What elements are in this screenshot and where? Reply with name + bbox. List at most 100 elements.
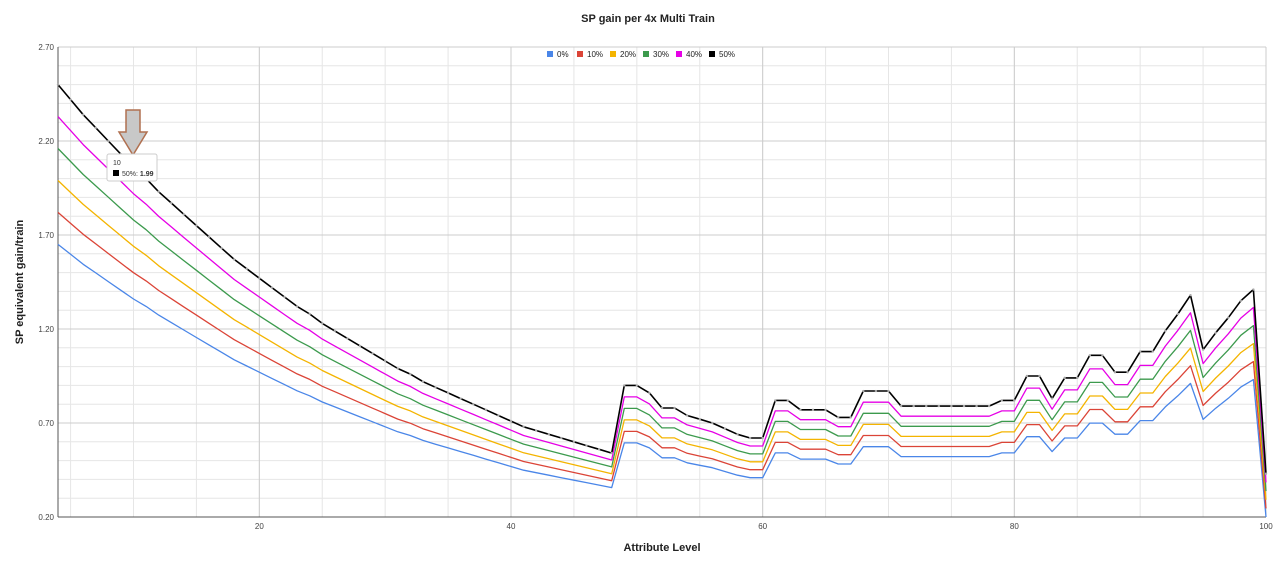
tooltip-box <box>106 153 158 182</box>
data-point <box>1138 350 1142 353</box>
data-point <box>962 404 966 408</box>
data-point <box>56 83 60 86</box>
data-point <box>560 436 563 440</box>
legend-swatch <box>643 51 649 57</box>
x-tick-label: 60 <box>758 522 767 531</box>
data-point <box>522 425 525 428</box>
data-point <box>157 190 160 193</box>
annotation <box>117 109 149 157</box>
legend-swatch <box>577 51 583 57</box>
legend[interactable]: 0% 10% 20% 30% 40% 50% <box>547 50 735 59</box>
legend-swatch <box>709 51 715 57</box>
data-point <box>685 414 689 417</box>
tooltip-value: 1.99 <box>140 171 154 178</box>
data-point <box>648 391 651 395</box>
legend-label: 0% <box>557 50 569 59</box>
data-point <box>1126 371 1129 374</box>
data-point <box>1214 331 1217 334</box>
data-point <box>270 286 274 289</box>
data-point <box>547 433 550 436</box>
legend-label: 20% <box>620 50 636 59</box>
data-point <box>220 246 223 250</box>
data-point <box>258 277 261 280</box>
data-point <box>585 444 588 447</box>
data-point <box>811 408 815 412</box>
data-point <box>862 389 865 393</box>
series-line-10pct <box>57 211 1267 509</box>
data-point <box>358 344 362 348</box>
data-point <box>472 403 475 406</box>
legend-label: 50% <box>719 50 735 59</box>
data-point <box>1025 374 1029 378</box>
data-point <box>1076 376 1079 380</box>
data-point <box>69 98 72 101</box>
legend-swatch <box>610 51 616 57</box>
data-point <box>925 404 928 408</box>
data-point <box>321 322 324 325</box>
legend-swatch <box>676 51 682 57</box>
x-tick-label: 40 <box>507 522 516 531</box>
data-point <box>1088 354 1092 357</box>
data-point <box>484 408 488 412</box>
data-point <box>1176 312 1180 316</box>
data-point <box>1050 397 1054 400</box>
y-tick-label: 2.70 <box>38 43 54 52</box>
data-point <box>1113 371 1117 374</box>
data-point <box>434 386 437 389</box>
x-tick-label: 80 <box>1010 522 1019 531</box>
series-line-40pct <box>57 116 1267 483</box>
data-point <box>610 451 613 455</box>
data-point <box>459 397 462 400</box>
data-point <box>950 404 953 408</box>
tooltip-swatch <box>113 170 119 176</box>
data-point <box>245 267 248 271</box>
data-point <box>975 404 978 408</box>
data-point <box>1201 348 1205 351</box>
legend-label: 40% <box>686 50 702 59</box>
data-point <box>1063 376 1066 380</box>
data-point <box>1239 299 1243 302</box>
x-tick-label: 20 <box>255 522 264 531</box>
data-point <box>94 126 97 130</box>
data-point <box>623 384 626 387</box>
data-point <box>81 113 85 116</box>
data-point <box>1038 374 1041 378</box>
chart-title: SP gain per 4x Multi Train <box>581 13 715 25</box>
data-point <box>1189 293 1192 297</box>
data-point <box>660 406 664 410</box>
data-point <box>799 408 802 412</box>
data-point <box>409 372 412 376</box>
data-point <box>761 436 764 440</box>
data-point <box>283 295 286 299</box>
grid-lines <box>57 46 1267 518</box>
series-lines <box>56 83 1268 518</box>
data-point <box>207 235 211 239</box>
data-point <box>1252 288 1255 291</box>
data-point <box>295 305 299 308</box>
y-axis-title: SP equivalent gain/train <box>14 219 26 344</box>
y-tick-label: 2.20 <box>38 137 54 146</box>
data-point <box>308 312 311 316</box>
data-point <box>371 352 374 355</box>
data-point <box>107 139 110 143</box>
y-tick-label: 0.20 <box>38 513 54 522</box>
data-point <box>534 429 538 432</box>
data-point <box>1151 350 1154 353</box>
tooltip-series-label: 50%: <box>122 171 138 178</box>
data-point <box>195 224 198 227</box>
y-tick-label: 0.70 <box>38 419 54 428</box>
data-point <box>887 389 890 393</box>
data-point <box>597 448 601 451</box>
tooltip-series: 50%: 1.99 <box>122 171 154 178</box>
x-axis-ticks: 20 40 60 80 100 <box>255 522 1273 531</box>
data-point <box>1227 316 1230 319</box>
y-axis-ticks: 0.20 0.70 1.20 1.70 2.20 2.70 <box>38 43 54 522</box>
legend-label: 10% <box>587 50 603 59</box>
data-point <box>1000 399 1003 402</box>
down-arrow-icon <box>117 109 149 157</box>
data-point <box>232 258 236 261</box>
data-point <box>711 421 714 425</box>
data-point <box>736 433 739 436</box>
tooltip: 10 50%: 1.99 <box>106 153 158 182</box>
